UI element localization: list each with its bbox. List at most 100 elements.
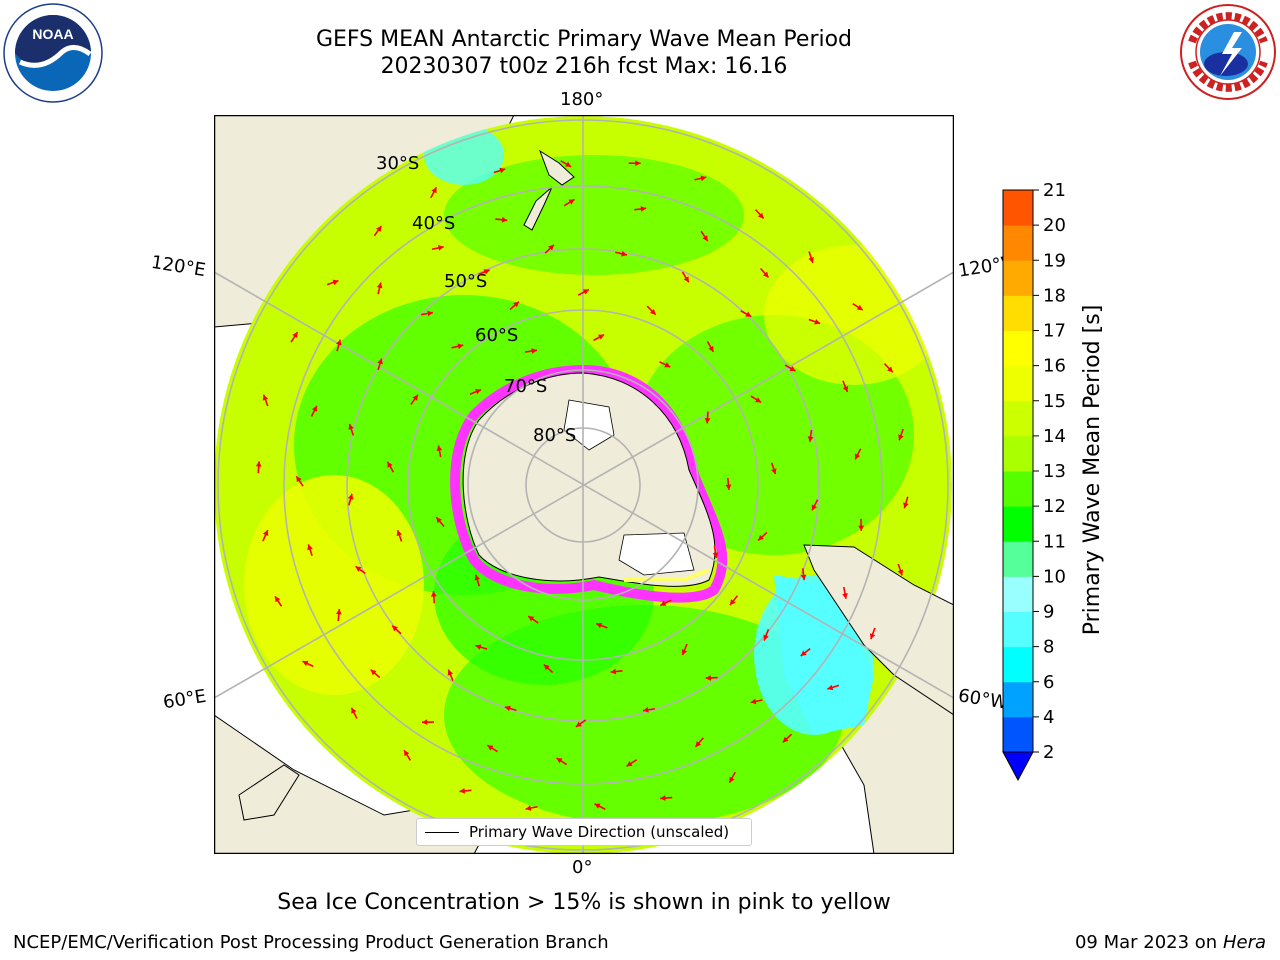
wave-arrow-head	[705, 675, 712, 681]
wave-arrow-head	[351, 707, 357, 714]
wave-arrow-head	[431, 187, 437, 194]
wave-arrow-head	[811, 504, 817, 511]
footer-date: 09 Mar 2023 on Hera	[1075, 932, 1266, 953]
wave-arrow-head	[499, 167, 506, 174]
wave-arrow-head	[376, 282, 383, 289]
wave-arrow-head	[459, 788, 466, 794]
colorbar-label: Primary Wave Mean Period [s]	[1080, 305, 1105, 636]
colorbar-tick-label: 2	[1043, 742, 1054, 763]
colorbar-tick-label: 20	[1043, 215, 1066, 236]
wave-arrow-head	[708, 345, 714, 352]
wave-arrow-head	[729, 599, 736, 606]
colorbar-extend-min	[1002, 751, 1034, 782]
wave-arrow-head	[436, 517, 442, 524]
wave-arrow-head	[598, 334, 605, 340]
wave-arrow-head	[392, 625, 398, 632]
wave-arrow-head	[729, 776, 735, 783]
land-new-zealand	[523, 149, 575, 231]
wave-arrow-head	[543, 664, 550, 671]
wave-arrow-head	[292, 332, 298, 339]
wave-arrow-head	[660, 600, 667, 606]
colorbar-cell	[1003, 471, 1033, 507]
noaa-logo: NOAA	[3, 3, 103, 103]
wave-direction-arrows	[255, 160, 909, 811]
wave-arrow-head	[548, 244, 554, 251]
wave-arrow-head	[858, 525, 864, 531]
wave-arrow-head	[475, 644, 482, 650]
colorbar-cell	[1003, 541, 1033, 577]
wave-arrow-head	[582, 289, 589, 295]
wave-arrow-head	[596, 622, 603, 629]
chart-title: GEFS MEAN Antarctic Primary Wave Mean Pe…	[315, 27, 853, 52]
wave-arrow-head	[664, 362, 671, 368]
wave-arrow-head	[302, 660, 309, 667]
land-antarctica	[462, 372, 716, 587]
wave-arrow-head	[332, 279, 339, 286]
wave-arrow-head	[800, 650, 807, 656]
wave-arrow-head	[898, 434, 904, 441]
lon-label-top: 180°	[560, 89, 604, 110]
colorbar-tick-label: 9	[1043, 602, 1054, 623]
wave-arrow-head	[660, 795, 666, 801]
wave-arrow-head	[807, 436, 814, 442]
wave-arrow-head	[565, 161, 572, 167]
land-patagonia	[803, 544, 954, 716]
wave-arrow-head	[311, 405, 318, 412]
colorbar-cell	[1003, 225, 1033, 261]
footer-host: Hera	[1222, 932, 1266, 953]
weddell-ice-shelf	[618, 532, 695, 576]
wave-arrow-head	[355, 566, 362, 572]
map-frame-border	[214, 115, 954, 854]
map-legend: Primary Wave Direction (unscaled)	[416, 818, 752, 846]
wave-arrow-head	[412, 394, 418, 401]
wave-arrow-head	[621, 250, 627, 257]
footer-credit: NCEP/EMC/Verification Post Processing Pr…	[13, 932, 609, 953]
wave-arrow-head	[296, 476, 302, 483]
wave-arrow-head	[897, 569, 904, 576]
wave-arrow-head	[556, 758, 563, 764]
wave-arrow-head	[396, 530, 403, 537]
wave-arrow-head	[887, 366, 893, 373]
colorbar-tick-label: 8	[1043, 637, 1054, 658]
wave-arrow-head	[635, 160, 641, 167]
wave-arrow-head	[745, 311, 752, 317]
wave-arrow-head	[483, 269, 490, 275]
colorbar-cell	[1003, 681, 1033, 718]
wave-arrow-head	[903, 502, 909, 509]
wave-arrow-head	[307, 544, 313, 551]
wave-arrow-head	[447, 669, 454, 676]
wave-arrow-head	[808, 257, 814, 263]
colorbar-cell	[1003, 295, 1033, 331]
colorbar-cell	[1003, 330, 1033, 367]
wave-arrow-head	[430, 591, 437, 597]
wave-arrow-head	[842, 593, 848, 599]
wave-arrow-head	[789, 365, 796, 372]
wave-arrow-head	[436, 445, 443, 452]
wave-arrow-head	[758, 534, 764, 541]
lat-label-70s: 70°S	[504, 376, 547, 397]
colorbar-tick-label: 17	[1043, 321, 1066, 342]
chart-subtitle: 20230307 t00z 216h fcst Max: 16.16	[380, 54, 788, 79]
colorbar-tick-label: 10	[1043, 566, 1066, 587]
wave-arrow-head	[501, 216, 508, 223]
colorbar-tick-label: 6	[1043, 672, 1054, 693]
wave-arrow-head	[827, 684, 834, 691]
wave-arrow-head	[594, 803, 601, 809]
land-madagascar	[238, 764, 300, 821]
colorbar-tick-label: 18	[1043, 285, 1066, 306]
wave-arrow-head	[695, 741, 702, 747]
colorbar-cell	[1003, 646, 1033, 683]
wave-arrow-head	[800, 574, 807, 581]
wave-arrow-head	[568, 199, 575, 205]
lon-label-bottom: 0°	[572, 857, 593, 878]
colorbar-cell	[1003, 260, 1033, 296]
colorbar-tick-label: 13	[1043, 461, 1066, 482]
wave-arrow-head	[856, 304, 863, 311]
wave-arrow-head	[487, 745, 494, 751]
wave-arrow-head	[274, 596, 281, 603]
colorbar-cell	[1003, 365, 1033, 402]
lat-label-40s: 40°S	[412, 213, 455, 234]
wave-arrow-head	[702, 235, 708, 242]
wave-arrow-head	[700, 175, 707, 182]
wave-arrow-head	[531, 348, 537, 354]
